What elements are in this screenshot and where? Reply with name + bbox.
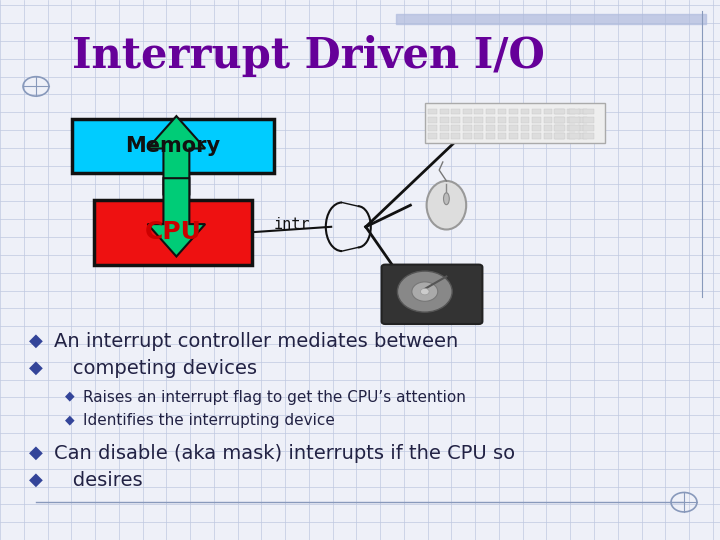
Bar (425, 103, 605, 143)
Bar (474, 133, 483, 139)
Bar (428, 125, 437, 131)
Bar (486, 125, 495, 131)
Bar (567, 125, 575, 131)
Bar (509, 133, 518, 139)
Bar (451, 117, 460, 123)
Polygon shape (148, 178, 205, 256)
Bar (463, 125, 472, 131)
Bar (498, 125, 506, 131)
Bar (509, 117, 518, 123)
Text: Interrupt Driven I/O: Interrupt Driven I/O (72, 35, 545, 77)
Bar (583, 117, 594, 123)
Text: Can disable (aka mask) interrupts if the CPU so: Can disable (aka mask) interrupts if the… (54, 444, 515, 463)
Text: intr: intr (274, 217, 310, 232)
Bar (544, 117, 552, 123)
Bar (521, 133, 529, 139)
Bar (555, 125, 564, 131)
Bar (521, 109, 529, 114)
Bar (532, 125, 541, 131)
Ellipse shape (426, 181, 467, 230)
Text: CPU: CPU (145, 220, 201, 244)
Text: ◆: ◆ (29, 359, 42, 377)
Text: ◆: ◆ (29, 444, 42, 462)
Bar (569, 117, 580, 123)
Bar (578, 125, 587, 131)
Text: competing devices: competing devices (54, 359, 257, 378)
Bar (498, 109, 506, 114)
Text: ◆: ◆ (65, 413, 74, 426)
Bar (428, 133, 437, 139)
Polygon shape (148, 116, 205, 194)
Bar (578, 133, 587, 139)
Bar (451, 125, 460, 131)
Bar (521, 125, 529, 131)
Bar (440, 125, 449, 131)
Bar (569, 109, 580, 114)
Bar (463, 133, 472, 139)
Bar (463, 109, 472, 114)
Bar (544, 109, 552, 114)
Bar (532, 109, 541, 114)
Bar (567, 133, 575, 139)
Text: ◆: ◆ (29, 471, 42, 489)
Text: Memory: Memory (125, 136, 220, 156)
Bar (532, 117, 541, 123)
Bar (578, 117, 587, 123)
Bar (498, 117, 506, 123)
Bar (72, 119, 274, 173)
Bar (583, 133, 594, 139)
Bar (532, 133, 541, 139)
Bar (554, 109, 565, 114)
Circle shape (412, 282, 438, 301)
Bar (451, 109, 460, 114)
Bar (428, 109, 437, 114)
Bar (509, 109, 518, 114)
Bar (554, 125, 565, 131)
Text: desires: desires (54, 471, 143, 490)
Bar (474, 125, 483, 131)
Bar (583, 109, 594, 114)
Text: ◆: ◆ (29, 332, 42, 350)
Bar (554, 133, 565, 139)
Bar (578, 109, 587, 114)
Bar (474, 109, 483, 114)
Bar (486, 109, 495, 114)
Bar (544, 133, 552, 139)
Bar (555, 133, 564, 139)
Bar (555, 109, 564, 114)
Bar (474, 117, 483, 123)
Bar (569, 133, 580, 139)
Circle shape (420, 288, 429, 295)
Bar (498, 133, 506, 139)
Ellipse shape (444, 193, 449, 205)
Bar (440, 133, 449, 139)
Bar (463, 117, 472, 123)
Circle shape (397, 271, 452, 312)
Bar (509, 125, 518, 131)
Bar (440, 117, 449, 123)
Bar (569, 125, 580, 131)
Bar (583, 125, 594, 131)
Bar (554, 117, 565, 123)
FancyBboxPatch shape (382, 265, 482, 324)
Bar (440, 109, 449, 114)
Bar (544, 125, 552, 131)
Bar (486, 133, 495, 139)
Bar (521, 117, 529, 123)
Bar (486, 117, 495, 123)
Text: ◆: ◆ (65, 390, 74, 403)
Text: Raises an interrupt flag to get the CPU’s attention: Raises an interrupt flag to get the CPU’… (83, 390, 466, 405)
Bar (567, 117, 575, 123)
Text: Identifies the interrupting device: Identifies the interrupting device (83, 413, 335, 428)
Bar (555, 117, 564, 123)
Bar (451, 133, 460, 139)
Bar (428, 117, 437, 123)
Bar (94, 200, 252, 265)
Text: An interrupt controller mediates between: An interrupt controller mediates between (54, 332, 458, 351)
Bar (567, 109, 575, 114)
